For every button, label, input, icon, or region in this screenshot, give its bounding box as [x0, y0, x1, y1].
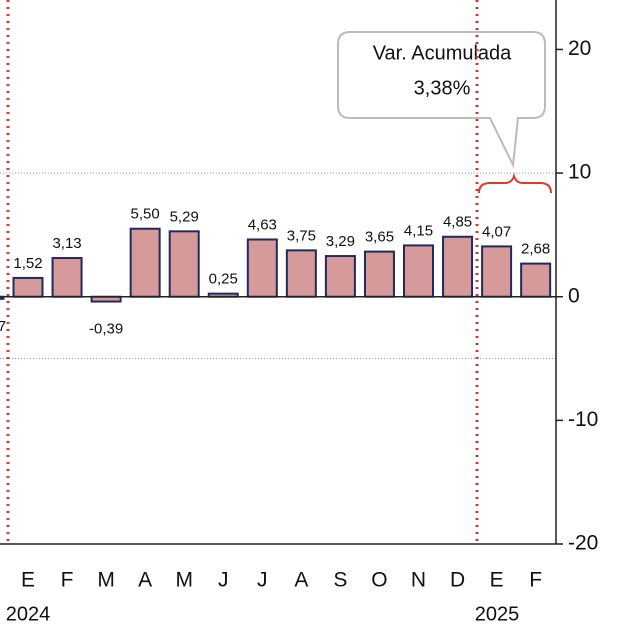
value-label: -0,39	[89, 321, 123, 338]
x-tick-label: E	[21, 569, 35, 592]
callout-box	[337, 31, 546, 169]
value-label: 4,85	[443, 214, 472, 231]
x-tick-label: J	[257, 569, 268, 592]
bar	[520, 262, 552, 298]
x-tick-label: F	[529, 569, 542, 592]
bar	[403, 244, 434, 298]
callout: Var. Acumulada 3,38%	[337, 31, 546, 169]
y-tick-label: 10	[568, 161, 591, 184]
value-label: 3,65	[365, 229, 394, 246]
x-tick-label: D	[450, 569, 465, 592]
x-tick-label: M	[175, 569, 193, 592]
y-tick-label: -10	[568, 408, 598, 431]
brace	[478, 172, 552, 194]
y-tick-label: -20	[568, 532, 598, 555]
value-label: 5,29	[170, 208, 199, 225]
x-tick-label: E	[490, 569, 504, 592]
bar	[442, 235, 474, 298]
value-label: 3,29	[326, 233, 355, 250]
value-label: -0,17	[0, 318, 6, 335]
x-tick-label: A	[294, 569, 308, 592]
bar	[285, 249, 317, 298]
x-tick-label: J	[218, 569, 229, 592]
x-tick-label: F	[61, 569, 74, 592]
x-tick-label: S	[333, 569, 347, 592]
value-label: 2,68	[521, 241, 550, 258]
callout-title: Var. Acumulada	[373, 42, 512, 64]
x-tick-label: A	[138, 569, 152, 592]
x-tick-label: N	[411, 569, 426, 592]
y-tick-label: 20	[568, 37, 591, 60]
value-label: 4,63	[248, 216, 277, 233]
bar	[324, 255, 356, 298]
bar	[129, 227, 161, 298]
value-label: 5,50	[131, 206, 160, 223]
bar	[0, 295, 5, 300]
bar	[481, 245, 513, 298]
bar	[363, 250, 395, 298]
value-label: 0,25	[209, 271, 238, 288]
bar	[51, 257, 83, 298]
callout-value: 3,38%	[414, 77, 471, 99]
bar	[168, 230, 200, 298]
value-label: 3,75	[287, 227, 316, 244]
x-tick-label: M	[97, 569, 115, 592]
year-label: 2024	[6, 603, 51, 625]
value-label: 1,52	[13, 255, 42, 272]
bar	[246, 238, 278, 298]
value-label: 3,13	[52, 235, 81, 252]
bar	[12, 276, 44, 298]
year-label: 2025	[475, 603, 520, 625]
y-tick-label: 0	[568, 284, 580, 307]
value-label: 4,15	[404, 222, 433, 239]
value-label: 4,07	[482, 223, 511, 240]
x-tick-label: O	[371, 569, 387, 592]
